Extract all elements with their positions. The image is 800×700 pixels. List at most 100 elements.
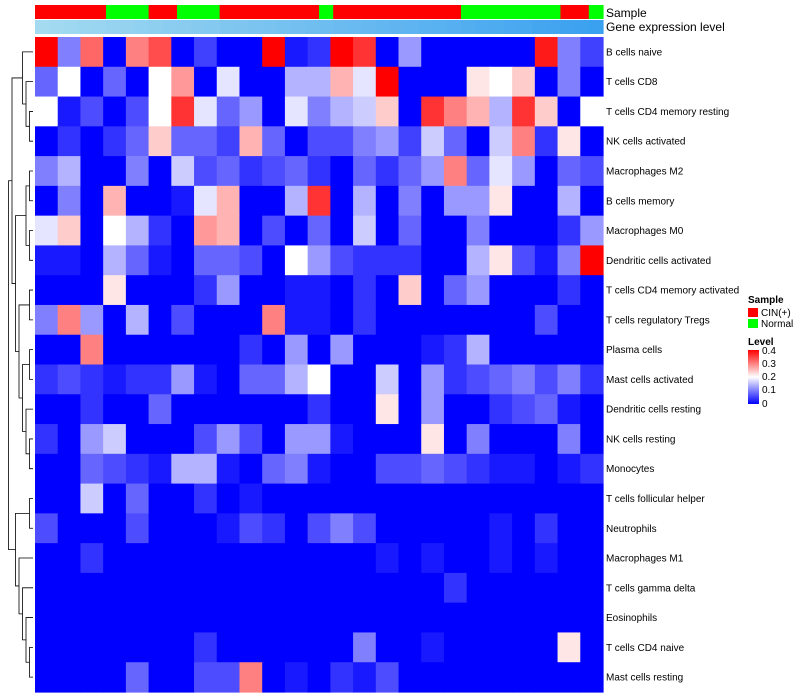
- heatmap-cell: [103, 543, 127, 574]
- heatmap-cell: [512, 275, 536, 306]
- heatmap-cell: [421, 543, 445, 574]
- heatmap-cell: [421, 185, 445, 217]
- heatmap-cell: [443, 513, 468, 544]
- heatmap-cell: [307, 37, 331, 68]
- heatmap-cell: [57, 185, 82, 217]
- level-tick-1: 0.3: [762, 359, 776, 370]
- heatmap-cell: [466, 602, 490, 634]
- heatmap-cell: [330, 334, 354, 366]
- heatmap-cell: [284, 185, 309, 217]
- row-label: Macrophages M0: [606, 226, 684, 237]
- expression-annotation-cell: [134, 20, 150, 34]
- heatmap-cell: [330, 275, 354, 306]
- heatmap-cell: [194, 275, 218, 306]
- expression-annotation-cell: [35, 20, 50, 34]
- expression-annotation-cell: [404, 20, 419, 34]
- heatmap-cell: [466, 572, 490, 604]
- heatmap-cell: [512, 543, 536, 574]
- heatmap-cell: [239, 304, 263, 336]
- heatmap-cell: [216, 662, 241, 693]
- heatmap-cell: [171, 632, 195, 663]
- heatmap-cell: [148, 572, 172, 604]
- heatmap-cell: [148, 662, 172, 693]
- heatmap-cell: [580, 275, 604, 306]
- sample-annotation-cell: [574, 5, 590, 19]
- heatmap-cell: [534, 334, 559, 366]
- heatmap-cell: [80, 632, 104, 663]
- heatmap-cell: [398, 394, 422, 425]
- heatmap-cell: [80, 424, 104, 455]
- heatmap-cell: [466, 185, 490, 217]
- sample-annotation-cell: [148, 5, 164, 19]
- heatmap-cell: [398, 37, 422, 68]
- heatmap-cell: [239, 662, 263, 693]
- expression-annotation-cell: [148, 20, 164, 34]
- row-label: B cells naive: [606, 47, 663, 58]
- heatmap-cell: [580, 245, 604, 276]
- heatmap-cell: [80, 453, 104, 485]
- heatmap-cell: [466, 304, 490, 336]
- heatmap-cell: [421, 602, 445, 634]
- expression-annotation-cell: [560, 20, 576, 34]
- heatmap-cell: [216, 304, 241, 336]
- heatmap-cell: [80, 364, 104, 395]
- heatmap-cell: [307, 513, 331, 544]
- heatmap-cell: [284, 602, 309, 634]
- heatmap-cell: [171, 364, 195, 395]
- row-label: T cells regulatory Tregs: [606, 315, 710, 326]
- sample-annotation-cell: [546, 5, 561, 19]
- heatmap-cell: [216, 602, 241, 634]
- heatmap-cell: [171, 453, 195, 485]
- heatmap-cell: [35, 662, 59, 693]
- heatmap-cell: [103, 304, 127, 336]
- dendrogram-branch: [8, 180, 16, 551]
- heatmap-cell: [398, 632, 422, 663]
- heatmap-cell: [398, 275, 422, 306]
- expression-annotation-cell: [517, 20, 533, 34]
- sample-annotation-cell: [219, 5, 235, 19]
- heatmap-cell: [307, 185, 331, 217]
- heatmap-cell: [353, 37, 377, 68]
- dendrogram-branch: [22, 51, 33, 105]
- heatmap-cell: [443, 304, 468, 336]
- heatmap-cell: [148, 126, 172, 157]
- sample-annotation-cell: [120, 5, 135, 19]
- heatmap-cell: [398, 364, 422, 395]
- heatmap-cell: [171, 156, 195, 187]
- dendrogram-branch: [22, 587, 33, 641]
- heatmap-cell: [307, 394, 331, 425]
- heatmap-cell: [353, 483, 377, 514]
- heatmap-cell: [262, 394, 286, 425]
- heatmap-cell: [35, 245, 59, 276]
- expression-annotation-cell: [63, 20, 79, 34]
- heatmap-cell: [466, 424, 490, 455]
- heatmap-cell: [125, 304, 150, 336]
- heatmap-cell: [262, 66, 286, 98]
- heatmap-cell: [375, 275, 400, 306]
- heatmap-cell: [239, 126, 263, 157]
- heatmap-cell: [534, 304, 559, 336]
- expression-annotation-cell: [233, 20, 249, 34]
- heatmap-cell: [466, 37, 490, 68]
- heatmap-cell: [103, 364, 127, 395]
- heatmap-cell: [353, 215, 377, 247]
- heatmap-cell: [216, 394, 241, 425]
- heatmap-cell: [239, 632, 263, 663]
- heatmap-cell: [330, 126, 354, 157]
- sample-annotation-cell: [134, 5, 150, 19]
- row-label: T cells CD4 memory resting: [606, 107, 729, 118]
- heatmap-cell: [239, 185, 263, 217]
- heatmap-cell: [57, 245, 82, 276]
- heatmap-cell: [557, 394, 581, 425]
- heatmap-cell: [375, 66, 400, 98]
- heatmap-cell: [171, 66, 195, 98]
- level-color-bar: [748, 350, 759, 404]
- heatmap-cell: [125, 632, 150, 663]
- heatmap-cell: [307, 126, 331, 157]
- heatmap-cell: [421, 424, 445, 455]
- heatmap-cell: [398, 185, 422, 217]
- heatmap-cell: [216, 543, 241, 574]
- heatmap-cell: [103, 334, 127, 366]
- sample-legend: Sample CIN(+) Normal: [748, 295, 793, 330]
- heatmap-cell: [534, 66, 559, 98]
